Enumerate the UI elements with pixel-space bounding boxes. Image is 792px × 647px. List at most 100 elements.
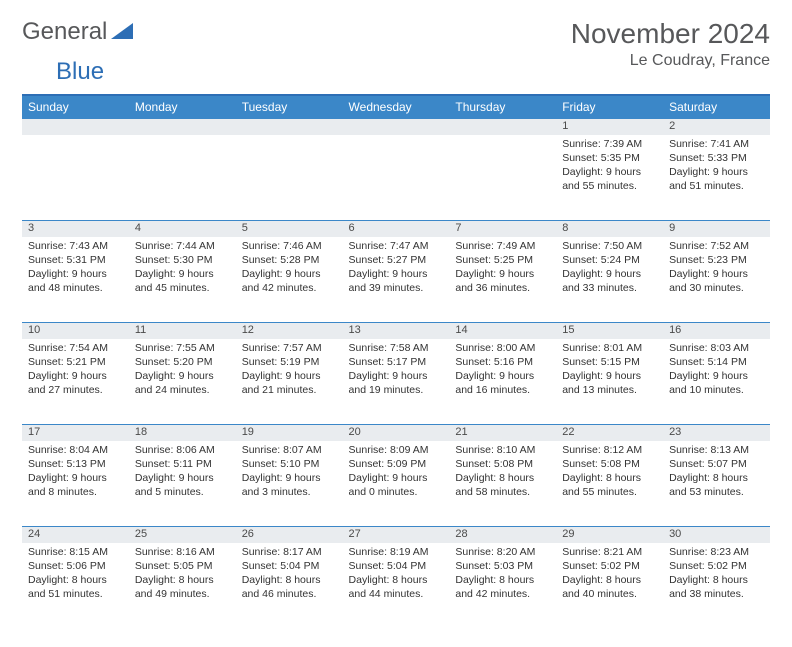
day-data-cell: Sunrise: 8:07 AMSunset: 5:10 PMDaylight:… bbox=[236, 441, 343, 527]
logo-triangle-icon bbox=[111, 18, 133, 46]
day-number-cell: 14 bbox=[449, 323, 556, 339]
day-data-cell bbox=[22, 135, 129, 221]
day-number-cell: 16 bbox=[663, 323, 770, 339]
daylight-text: Daylight: 8 hours and 46 minutes. bbox=[242, 573, 337, 601]
day-number-cell: 26 bbox=[236, 527, 343, 543]
daylight-text: Daylight: 9 hours and 13 minutes. bbox=[562, 369, 657, 397]
sunset-text: Sunset: 5:13 PM bbox=[28, 457, 123, 471]
day-number-cell: 10 bbox=[22, 323, 129, 339]
sunset-text: Sunset: 5:07 PM bbox=[669, 457, 764, 471]
daylight-text: Daylight: 9 hours and 5 minutes. bbox=[135, 471, 230, 499]
weekday-header: Sunday bbox=[22, 95, 129, 119]
sunset-text: Sunset: 5:04 PM bbox=[349, 559, 444, 573]
sunrise-text: Sunrise: 7:55 AM bbox=[135, 341, 230, 355]
sunset-text: Sunset: 5:27 PM bbox=[349, 253, 444, 267]
day-data-cell bbox=[236, 135, 343, 221]
sunset-text: Sunset: 5:20 PM bbox=[135, 355, 230, 369]
sunset-text: Sunset: 5:19 PM bbox=[242, 355, 337, 369]
sunset-text: Sunset: 5:15 PM bbox=[562, 355, 657, 369]
day-data-row: Sunrise: 7:54 AMSunset: 5:21 PM Daylight:… bbox=[22, 339, 770, 425]
sunset-text: Sunset: 5:10 PM bbox=[242, 457, 337, 471]
sunrise-text: Sunrise: 8:16 AM bbox=[135, 545, 230, 559]
day-data-cell: Sunrise: 7:47 AMSunset: 5:27 PMDaylight:… bbox=[343, 237, 450, 323]
sunset-text: Sunset: 5:03 PM bbox=[455, 559, 550, 573]
daylight-text: Daylight: 9 hours and 42 minutes. bbox=[242, 267, 337, 295]
day-number-cell: 8 bbox=[556, 221, 663, 237]
day-number-cell: 2 bbox=[663, 119, 770, 135]
sunset-text: Sunset: 5:21 PM bbox=[28, 355, 123, 369]
sunrise-text: Sunrise: 8:15 AM bbox=[28, 545, 123, 559]
day-data-cell: Sunrise: 8:20 AMSunset: 5:03 PMDaylight:… bbox=[449, 543, 556, 629]
month-title: November 2024 bbox=[571, 18, 770, 50]
sunset-text: Sunset: 5:08 PM bbox=[562, 457, 657, 471]
sunrise-text: Sunrise: 7:49 AM bbox=[455, 239, 550, 253]
sunrise-text: Sunrise: 8:17 AM bbox=[242, 545, 337, 559]
day-data-cell: Sunrise: 7:57 AMSunset: 5:19 PMDaylight:… bbox=[236, 339, 343, 425]
day-data-row: Sunrise: 7:39 AMSunset: 5:35 PMDaylight:… bbox=[22, 135, 770, 221]
day-data-cell: Sunrise: 8:01 AMSunset: 5:15 PMDaylight:… bbox=[556, 339, 663, 425]
sunrise-text: Sunrise: 8:00 AM bbox=[455, 341, 550, 355]
day-data-cell: Sunrise: 8:17 AMSunset: 5:04 PMDaylight:… bbox=[236, 543, 343, 629]
day-number-cell: 22 bbox=[556, 425, 663, 441]
sunrise-text: Sunrise: 8:10 AM bbox=[455, 443, 550, 457]
weekday-header: Thursday bbox=[449, 95, 556, 119]
day-number-cell: 9 bbox=[663, 221, 770, 237]
sunrise-text: Sunrise: 8:21 AM bbox=[562, 545, 657, 559]
weekday-header: Wednesday bbox=[343, 95, 450, 119]
day-number-cell: 3 bbox=[22, 221, 129, 237]
daylight-text: Daylight: 8 hours and 44 minutes. bbox=[349, 573, 444, 601]
daylight-text: Daylight: 9 hours and 16 minutes. bbox=[455, 369, 550, 397]
day-number-cell: 7 bbox=[449, 221, 556, 237]
sunrise-text: Sunrise: 8:01 AM bbox=[562, 341, 657, 355]
day-data-cell: Sunrise: 7:55 AMSunset: 5:20 PMDaylight:… bbox=[129, 339, 236, 425]
daylight-text: Daylight: 8 hours and 58 minutes. bbox=[455, 471, 550, 499]
sunrise-text: Sunrise: 7:47 AM bbox=[349, 239, 444, 253]
day-data-cell: Sunrise: 8:15 AMSunset: 5:06 PMDaylight:… bbox=[22, 543, 129, 629]
sunrise-text: Sunrise: 7:54 AM bbox=[28, 341, 123, 355]
sunrise-text: Sunrise: 7:52 AM bbox=[669, 239, 764, 253]
daylight-text: Daylight: 8 hours and 55 minutes. bbox=[562, 471, 657, 499]
day-data-cell bbox=[343, 135, 450, 221]
day-data-cell: Sunrise: 8:12 AMSunset: 5:08 PMDaylight:… bbox=[556, 441, 663, 527]
sunrise-text: Sunrise: 8:03 AM bbox=[669, 341, 764, 355]
daylight-text: Daylight: 9 hours and 24 minutes. bbox=[135, 369, 230, 397]
sunrise-text: Sunrise: 7:41 AM bbox=[669, 137, 764, 151]
day-number-cell: 30 bbox=[663, 527, 770, 543]
sunset-text: Sunset: 5:25 PM bbox=[455, 253, 550, 267]
day-data-row: Sunrise: 8:15 AMSunset: 5:06 PMDaylight:… bbox=[22, 543, 770, 629]
day-number-cell bbox=[22, 119, 129, 135]
sunset-text: Sunset: 5:28 PM bbox=[242, 253, 337, 267]
day-number-cell: 11 bbox=[129, 323, 236, 339]
day-data-cell: Sunrise: 8:06 AMSunset: 5:11 PMDaylight:… bbox=[129, 441, 236, 527]
day-data-cell: Sunrise: 8:10 AMSunset: 5:08 PMDaylight:… bbox=[449, 441, 556, 527]
day-data-cell: Sunrise: 7:54 AMSunset: 5:21 PMDaylight:… bbox=[22, 339, 129, 425]
day-data-cell bbox=[449, 135, 556, 221]
daylight-text: Daylight: 9 hours and 19 minutes. bbox=[349, 369, 444, 397]
daylight-text: Daylight: 9 hours and 39 minutes. bbox=[349, 267, 444, 295]
sunrise-text: Sunrise: 8:23 AM bbox=[669, 545, 764, 559]
day-number-cell bbox=[129, 119, 236, 135]
sunset-text: Sunset: 5:11 PM bbox=[135, 457, 230, 471]
daylight-text: Daylight: 8 hours and 40 minutes. bbox=[562, 573, 657, 601]
weekday-header: Monday bbox=[129, 95, 236, 119]
daylight-text: Daylight: 9 hours and 3 minutes. bbox=[242, 471, 337, 499]
sunrise-text: Sunrise: 8:04 AM bbox=[28, 443, 123, 457]
sunrise-text: Sunrise: 7:44 AM bbox=[135, 239, 230, 253]
day-number-row: 10111213141516 bbox=[22, 323, 770, 339]
sunset-text: Sunset: 5:09 PM bbox=[349, 457, 444, 471]
sunset-text: Sunset: 5:23 PM bbox=[669, 253, 764, 267]
day-data-cell: Sunrise: 7:44 AMSunset: 5:30 PMDaylight:… bbox=[129, 237, 236, 323]
day-data-cell: Sunrise: 7:41 AMSunset: 5:33 PMDaylight:… bbox=[663, 135, 770, 221]
sunset-text: Sunset: 5:04 PM bbox=[242, 559, 337, 573]
sunrise-text: Sunrise: 8:19 AM bbox=[349, 545, 444, 559]
day-number-cell: 25 bbox=[129, 527, 236, 543]
daylight-text: Daylight: 9 hours and 51 minutes. bbox=[669, 165, 764, 193]
sunset-text: Sunset: 5:16 PM bbox=[455, 355, 550, 369]
day-data-cell: Sunrise: 8:09 AMSunset: 5:09 PMDaylight:… bbox=[343, 441, 450, 527]
calendar-table: Sunday Monday Tuesday Wednesday Thursday… bbox=[22, 94, 770, 629]
sunset-text: Sunset: 5:17 PM bbox=[349, 355, 444, 369]
logo: General bbox=[22, 18, 133, 46]
sunset-text: Sunset: 5:33 PM bbox=[669, 151, 764, 165]
day-number-row: 17181920212223 bbox=[22, 425, 770, 441]
day-data-cell: Sunrise: 8:00 AMSunset: 5:16 PMDaylight:… bbox=[449, 339, 556, 425]
